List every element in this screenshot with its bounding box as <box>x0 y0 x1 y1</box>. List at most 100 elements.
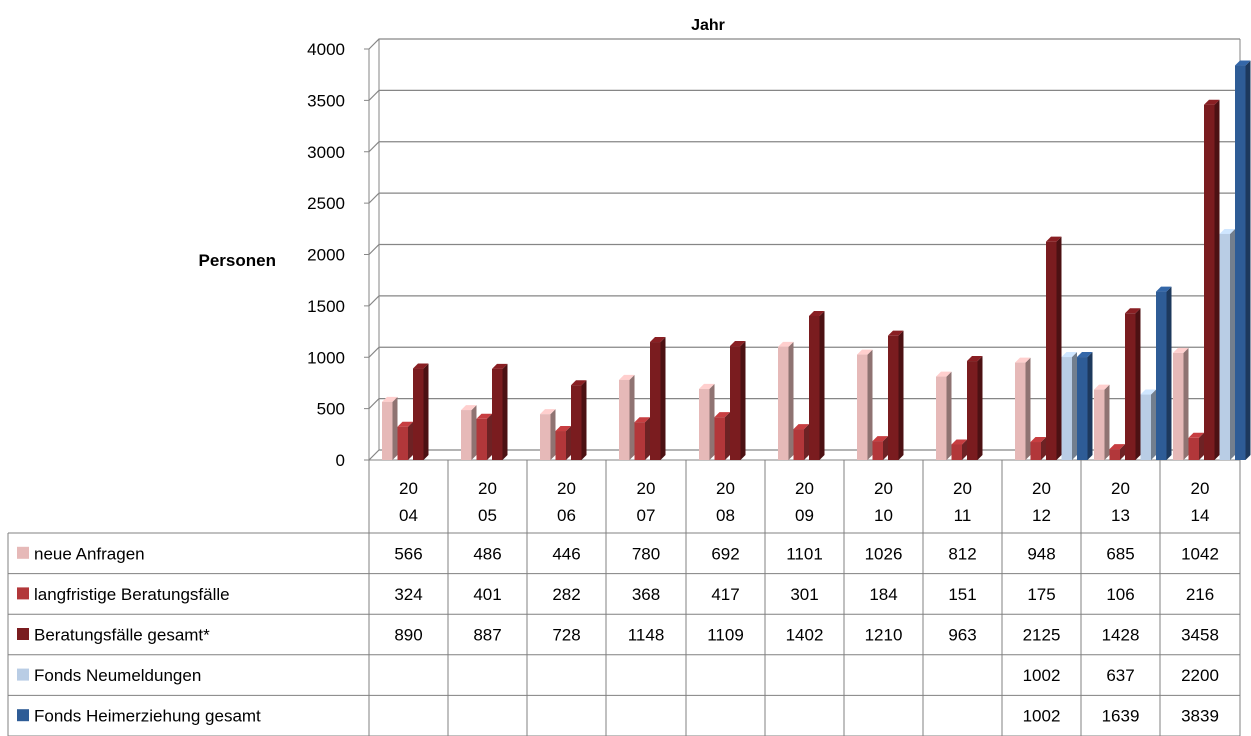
bar <box>650 337 666 460</box>
bar <box>1173 347 1189 460</box>
bar-side <box>1214 99 1220 461</box>
gridline <box>368 398 1240 410</box>
bar <box>619 374 635 460</box>
bar-front <box>793 429 804 460</box>
gridline <box>368 192 1240 204</box>
bar-top <box>1094 384 1110 390</box>
bar-front <box>555 431 566 460</box>
data-label: 2200 <box>1181 666 1219 685</box>
gridline <box>368 346 1240 358</box>
bar <box>778 341 794 460</box>
bar-top <box>571 380 587 386</box>
y-axis-label: Personen <box>199 251 276 270</box>
bar-side <box>1245 60 1251 460</box>
bar-side <box>1151 389 1156 460</box>
bar-front <box>1109 449 1120 460</box>
bar-front <box>634 422 645 460</box>
x-category-label: 20 <box>399 479 418 498</box>
legend-swatch <box>17 668 29 681</box>
x-category-label: 04 <box>399 506 418 525</box>
bar-top <box>476 413 492 419</box>
bar-front <box>1061 357 1072 460</box>
bar <box>699 383 715 460</box>
chart-title: Jahr <box>691 17 725 34</box>
bar-front <box>967 361 978 460</box>
data-label: 1402 <box>786 626 824 645</box>
x-category-label: 20 <box>637 479 656 498</box>
bar-side <box>1087 352 1093 460</box>
bar <box>1140 389 1156 460</box>
bar-top <box>699 383 715 389</box>
gridline <box>368 141 1240 153</box>
bar-top <box>793 424 809 430</box>
bar-top <box>492 363 508 369</box>
bar-front <box>936 376 947 460</box>
bar-front <box>1015 362 1026 460</box>
bar-top <box>634 417 650 423</box>
y-tick-label: 3500 <box>307 91 345 110</box>
data-label: 301 <box>790 585 818 604</box>
bar-side <box>1041 437 1046 460</box>
bar-front <box>540 414 551 460</box>
data-label: 566 <box>394 544 422 563</box>
bar-front <box>809 315 820 460</box>
bar <box>857 349 873 460</box>
bar-front <box>1046 241 1057 460</box>
bar-side <box>804 424 809 460</box>
data-label: 1210 <box>865 626 903 645</box>
bar <box>1030 437 1046 460</box>
gridline <box>368 243 1240 255</box>
bar <box>1077 352 1093 460</box>
data-label: 1026 <box>865 544 903 563</box>
bar-side <box>629 374 635 460</box>
bar <box>1204 99 1220 461</box>
bar-front <box>1235 65 1246 460</box>
bar-front <box>714 417 725 460</box>
x-category-label: 20 <box>716 479 735 498</box>
y-tick-label: 500 <box>317 400 345 419</box>
bar-front <box>857 354 868 460</box>
bar-top <box>382 396 398 402</box>
x-category-label: 20 <box>874 479 893 498</box>
data-label: 780 <box>632 544 660 563</box>
bar <box>730 341 746 460</box>
bar-top <box>936 371 952 377</box>
bar-top <box>397 421 413 427</box>
bar-side <box>740 341 746 460</box>
x-category-label: 20 <box>557 479 576 498</box>
data-label: 106 <box>1106 585 1134 604</box>
bar-side <box>423 363 429 460</box>
bar-front <box>1140 394 1151 460</box>
x-category-label: 10 <box>874 506 893 525</box>
data-label: 1002 <box>1023 707 1061 726</box>
bar-top <box>619 374 635 380</box>
table-row: Fonds Neumeldungen 1002 637 2200 <box>17 666 1219 685</box>
bar-top <box>778 341 794 347</box>
data-label: 2125 <box>1023 626 1061 645</box>
data-label: 728 <box>552 626 580 645</box>
bar-top <box>1109 444 1125 450</box>
bar-top <box>951 439 967 445</box>
bar-side <box>581 380 587 460</box>
legend-swatch <box>17 546 29 559</box>
bar <box>714 412 730 460</box>
bar <box>1015 357 1031 460</box>
bar <box>1109 444 1125 460</box>
x-category-label: 09 <box>795 506 814 525</box>
bar <box>1046 236 1062 460</box>
x-category-label: 14 <box>1191 506 1210 525</box>
bar-side <box>1104 384 1110 460</box>
bar-top <box>1235 60 1251 66</box>
bar-side <box>408 421 413 460</box>
bar-top <box>967 356 983 362</box>
data-label: 692 <box>711 544 739 563</box>
bar <box>951 439 967 460</box>
bar <box>476 413 492 460</box>
bar-front <box>1077 357 1088 460</box>
bar-front <box>1204 104 1215 461</box>
data-label: 175 <box>1027 585 1055 604</box>
bar-side <box>867 349 873 460</box>
bar-front <box>650 342 661 460</box>
bar-top <box>809 310 825 316</box>
bar-front <box>730 346 741 460</box>
